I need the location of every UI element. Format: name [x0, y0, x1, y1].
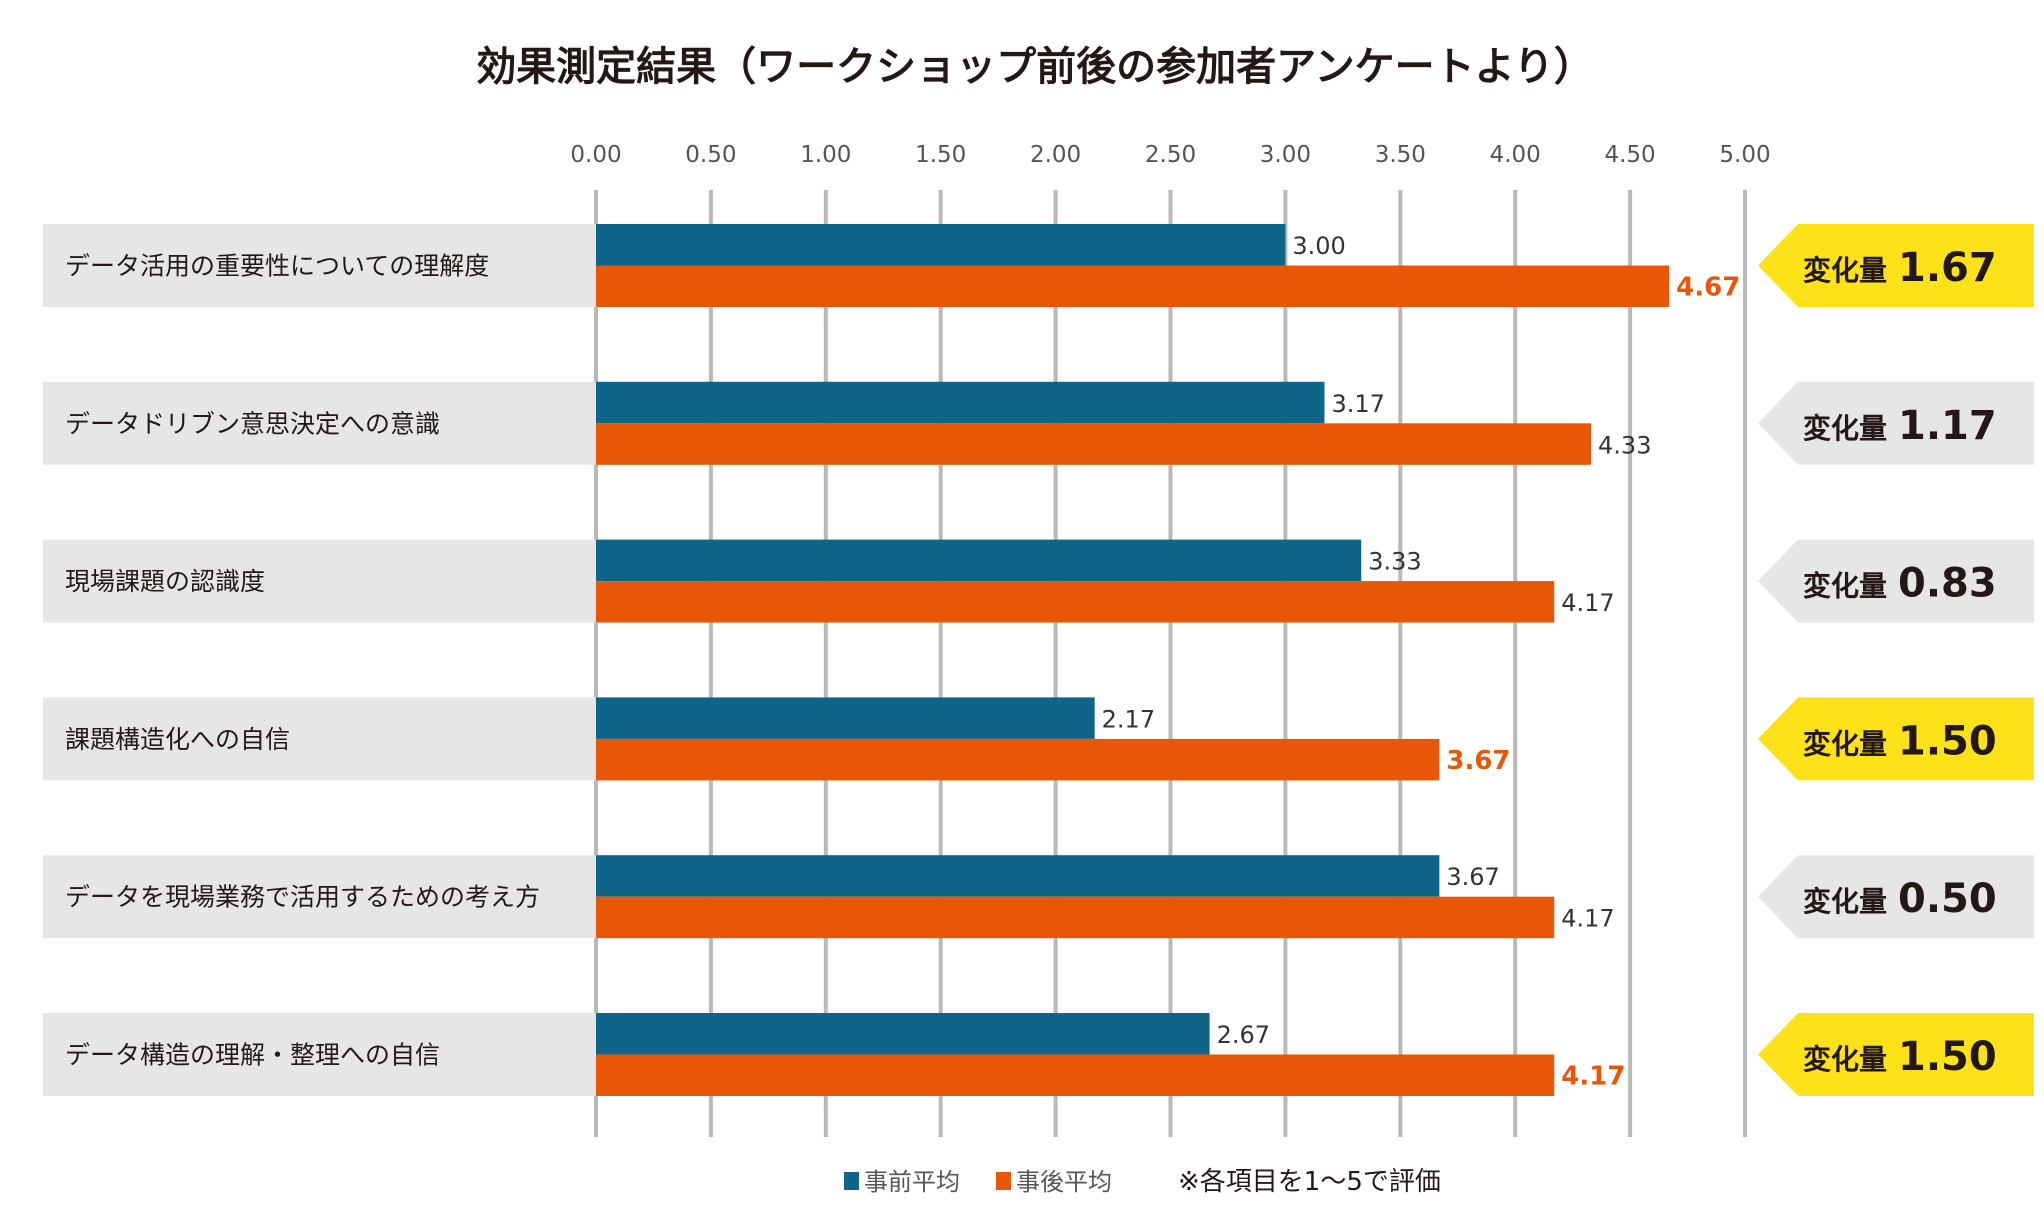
data-label: 3.17	[1331, 390, 1384, 418]
tick-label: 4.00	[1490, 142, 1541, 168]
data-label: 3.33	[1368, 548, 1421, 576]
data-label: 4.67	[1676, 273, 1740, 303]
data-label: 2.67	[1217, 1021, 1270, 1049]
tick-label: 2.50	[1145, 142, 1196, 168]
change-badge	[1758, 855, 2034, 939]
note: ※各項目を1～5で評価	[1178, 1167, 1441, 1197]
bar-after	[596, 581, 1555, 623]
bar-before	[596, 381, 1325, 424]
change-prefix: 変化量	[1803, 727, 1887, 760]
data-label: 2.17	[1102, 705, 1155, 733]
rows: データ活用の重要性についての理解度 3.00 4.67 変化量 1.67 データドリブン意…	[43, 224, 2034, 1096]
category-label: データを現場業務で活用するための考え方	[65, 883, 540, 912]
row: データ活用の重要性についての理解度 3.00 4.67 変化量 1.67	[43, 224, 2034, 307]
tick-label: 1.00	[800, 142, 851, 168]
tick-label: 0.50	[685, 142, 736, 168]
x-axis-ticks: 0.00 0.50 1.00 1.50 2.00 2.50 3.00 3.50 4.00 4.50…	[570, 142, 1770, 168]
change-value: 1.50	[1898, 1034, 1997, 1080]
bar-after	[596, 738, 1440, 781]
change-prefix: 変化量	[1803, 885, 1887, 918]
tick-label: 2.00	[1030, 142, 1081, 168]
tick-label: 0.00	[570, 142, 621, 168]
bar-after	[596, 1054, 1555, 1096]
change-badge	[1758, 697, 2034, 781]
category-label-bg	[43, 224, 596, 307]
bar-after	[596, 423, 1592, 465]
data-label: 4.33	[1598, 431, 1651, 459]
bar-after	[596, 265, 1670, 307]
chart-title: 効果測定結果（ワークショップ前後の参加者アンケートより）	[476, 44, 1594, 90]
data-label: 3.00	[1292, 232, 1345, 260]
row: データ構造の理解・整理への自信 2.67 4.17 変化量 1.50	[43, 1013, 2034, 1096]
tick-label: 1.50	[915, 142, 966, 168]
change-value: 1.67	[1898, 245, 1997, 291]
change-badge	[1758, 224, 2034, 307]
category-label-bg	[43, 697, 596, 781]
category-label-bg	[43, 381, 596, 465]
tick-label: 4.50	[1604, 142, 1655, 168]
row: データドリブン意思決定への意識 3.17 4.33 変化量 1.17	[43, 381, 2034, 465]
change-prefix: 変化量	[1803, 570, 1887, 603]
legend: 事前平均 事後平均 ※各項目を1～5で評価	[844, 1167, 1441, 1197]
change-prefix: 変化量	[1803, 412, 1887, 445]
data-label: 3.67	[1446, 746, 1510, 776]
bar-before	[596, 855, 1440, 897]
bar-before	[596, 697, 1095, 739]
category-label-bg	[43, 539, 596, 623]
row: データを現場業務で活用するための考え方 3.67 4.17 変化量 0.50	[43, 855, 2034, 939]
legend-label-after: 事後平均	[1016, 1168, 1112, 1196]
data-label: 4.17	[1561, 589, 1614, 617]
change-value: 1.50	[1898, 718, 1997, 764]
bar-before	[596, 224, 1286, 266]
row: 課題構造化への自信 2.17 3.67 変化量 1.50	[43, 697, 2034, 781]
category-label-bg	[43, 1013, 596, 1096]
change-badge	[1758, 1013, 2034, 1096]
legend-swatch-before	[844, 1172, 859, 1190]
change-badge	[1758, 381, 2034, 465]
change-value: 0.50	[1898, 876, 1997, 922]
bar-after	[596, 896, 1555, 939]
gridlines	[594, 190, 1747, 1137]
change-value: 0.83	[1898, 561, 1997, 607]
legend-swatch-after	[996, 1172, 1011, 1190]
category-label: 課題構造化への自信	[65, 725, 290, 754]
change-badge	[1758, 539, 2034, 623]
category-label: 現場課題の認識度	[65, 567, 265, 596]
legend-label-before: 事前平均	[864, 1168, 960, 1196]
data-label: 4.17	[1561, 905, 1614, 933]
data-label: 4.17	[1561, 1062, 1625, 1092]
bar-before	[596, 1013, 1210, 1055]
change-prefix: 変化量	[1803, 1043, 1887, 1076]
tick-label: 5.00	[1719, 142, 1770, 168]
data-label: 3.67	[1446, 863, 1499, 891]
category-label: データ構造の理解・整理への自信	[65, 1041, 440, 1070]
category-label: データドリブン意思決定への意識	[65, 409, 440, 438]
bar-before	[596, 539, 1362, 582]
change-prefix: 変化量	[1803, 254, 1887, 287]
row: 現場課題の認識度 3.33 4.17 変化量 0.83	[43, 539, 2034, 623]
change-value: 1.17	[1898, 403, 1997, 449]
tick-label: 3.00	[1260, 142, 1311, 168]
category-label-bg	[43, 855, 596, 939]
category-label: データ活用の重要性についての理解度	[65, 252, 489, 281]
tick-label: 3.50	[1375, 142, 1426, 168]
